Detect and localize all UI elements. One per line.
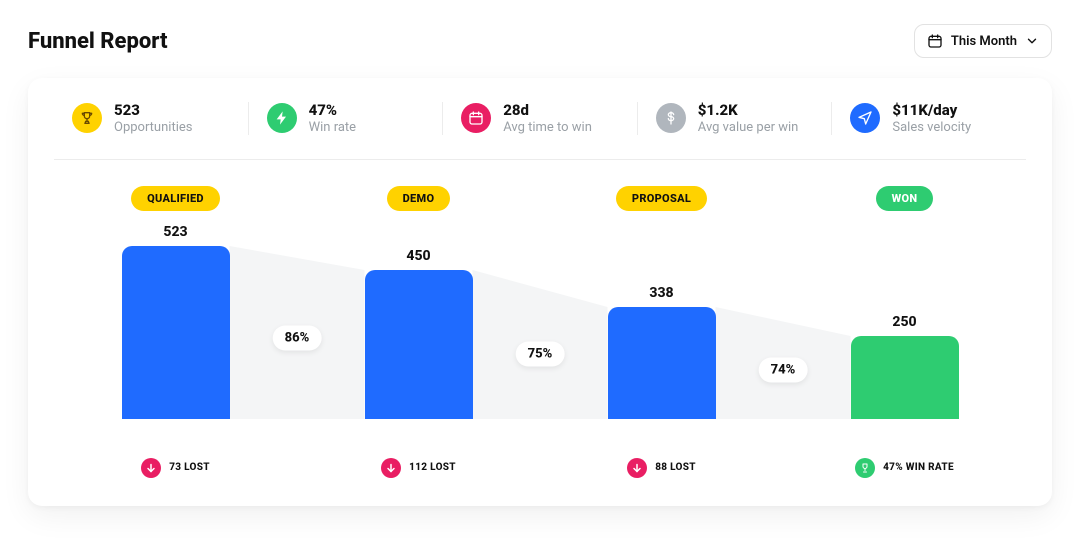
kpi-value: $11K/day bbox=[892, 102, 971, 119]
kpi: $11K/day Sales velocity bbox=[831, 102, 1026, 135]
kpi-label: Sales velocity bbox=[892, 121, 971, 135]
bar-value: 523 bbox=[122, 224, 230, 240]
kpi: 523 Opportunities bbox=[54, 102, 248, 135]
kpi-value: $1.2K bbox=[698, 102, 799, 119]
divider bbox=[54, 159, 1026, 160]
kpi: $1.2K Avg value per win bbox=[637, 102, 832, 135]
stage-footer-text: 112 LOST bbox=[409, 462, 456, 473]
page-title: Funnel Report bbox=[28, 29, 167, 54]
kpi-label: Win rate bbox=[309, 121, 356, 135]
date-range-label: This Month bbox=[951, 34, 1017, 49]
stage-footer-text: 73 LOST bbox=[169, 462, 210, 473]
arrow-down-icon bbox=[141, 458, 161, 478]
funnel-column: 523 bbox=[54, 224, 297, 419]
stage-footer-text: 88 LOST bbox=[655, 462, 696, 473]
bolt-icon bbox=[267, 103, 297, 133]
trophy-icon bbox=[855, 458, 875, 478]
arrow-down-icon bbox=[381, 458, 401, 478]
kpi-row: 523 Opportunities 47% Win rate 28d Avg t… bbox=[54, 102, 1026, 135]
stage-footer: 112 LOST bbox=[381, 458, 456, 478]
kpi-label: Opportunities bbox=[114, 121, 192, 135]
date-range-button[interactable]: This Month bbox=[914, 24, 1052, 58]
funnel-column: 450 bbox=[297, 224, 540, 419]
funnel-bar: 338 bbox=[608, 307, 716, 419]
calendar-icon bbox=[461, 103, 491, 133]
stage-footer: 88 LOST bbox=[627, 458, 696, 478]
bar-value: 450 bbox=[365, 248, 473, 264]
calendar-icon bbox=[927, 33, 943, 49]
bar-value: 338 bbox=[608, 285, 716, 301]
funnel-bar: 523 bbox=[122, 246, 230, 419]
kpi-label: Avg time to win bbox=[503, 121, 592, 135]
stage-pill: PROPOSAL bbox=[616, 186, 707, 211]
chevron-down-icon bbox=[1025, 34, 1039, 48]
arrow-down-icon bbox=[627, 458, 647, 478]
kpi-label: Avg value per win bbox=[698, 121, 799, 135]
bar-value: 250 bbox=[851, 314, 959, 330]
kpi: 47% Win rate bbox=[248, 102, 443, 135]
dollar-icon bbox=[656, 103, 686, 133]
kpi-value: 523 bbox=[114, 102, 192, 119]
stage-pill: DEMO bbox=[387, 186, 451, 211]
stage-footer: 73 LOST bbox=[141, 458, 210, 478]
stage-footer-text: 47% WIN RATE bbox=[883, 462, 954, 473]
stage-footer: 47% WIN RATE bbox=[855, 458, 954, 478]
kpi: 28d Avg time to win bbox=[442, 102, 637, 135]
kpi-value: 47% bbox=[309, 102, 356, 119]
funnel-card: 523 Opportunities 47% Win rate 28d Avg t… bbox=[28, 78, 1052, 506]
funnel-column: 338 bbox=[540, 224, 783, 419]
funnel-bar: 450 bbox=[365, 270, 473, 419]
send-icon bbox=[850, 103, 880, 133]
trophy-icon bbox=[72, 103, 102, 133]
conversion-badge: 74% bbox=[759, 358, 808, 383]
funnel-chart: QUALIFIED DEMO PROPOSAL WON 523 450 338 250 86… bbox=[54, 168, 1026, 478]
conversion-badge: 75% bbox=[516, 341, 565, 366]
stage-pill: QUALIFIED bbox=[131, 186, 220, 211]
funnel-column: 250 bbox=[783, 224, 1026, 419]
funnel-bar: 250 bbox=[851, 336, 959, 419]
kpi-value: 28d bbox=[503, 102, 592, 119]
conversion-badge: 86% bbox=[273, 326, 322, 351]
stage-pill: WON bbox=[876, 186, 934, 211]
